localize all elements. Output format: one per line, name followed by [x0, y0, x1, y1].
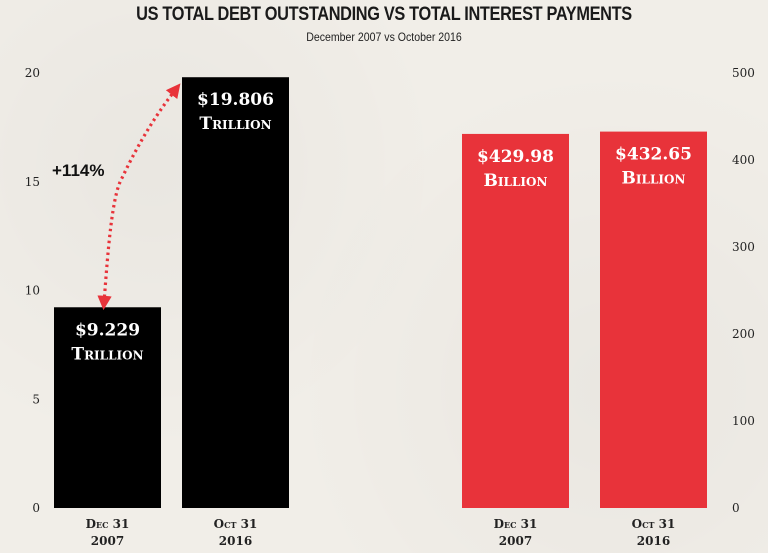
debt-bar-unit-1: Trillion	[199, 114, 271, 134]
interest-bar-unit-1: Billion	[622, 169, 686, 189]
interest-category-1-line2: 2016	[637, 534, 670, 548]
growth-annotation: +114%	[52, 161, 104, 180]
interest-ytick-0: 0	[732, 501, 740, 515]
debt-bar-0	[54, 307, 161, 508]
debt-bar-1	[182, 77, 289, 509]
interest-ytick-1: 100	[732, 414, 755, 428]
interest-bar-0	[462, 133, 569, 508]
growth-arrow	[97, 83, 181, 311]
interest-ytick-5: 500	[732, 66, 755, 80]
left-chart-debt: 0 5 10 15 20 $9.229 Trillion Dec 31 2007 $19.806 T…	[25, 66, 289, 548]
debt-category-0-line2: 2007	[91, 534, 124, 548]
debt-ytick-4: 20	[25, 66, 40, 80]
interest-bar-1	[600, 131, 707, 509]
interest-ytick-4: 400	[732, 153, 755, 167]
debt-bar-value-1: $19.806	[197, 90, 274, 110]
interest-category-0-line1: Dec 31	[494, 517, 538, 531]
debt-ytick-3: 15	[25, 175, 40, 189]
interest-ytick-2: 200	[732, 327, 755, 341]
debt-ytick-0: 0	[32, 501, 40, 515]
interest-bar-value-0: $429.98	[477, 147, 554, 167]
debt-category-1-line1: Oct 31	[214, 517, 258, 531]
debt-bar-unit-0: Trillion	[71, 344, 143, 364]
interest-category-1-line1: Oct 31	[632, 517, 676, 531]
interest-ytick-3: 300	[732, 240, 755, 254]
chart-title: US TOTAL DEBT OUTSTANDING VS TOTAL INTER…	[136, 4, 632, 25]
debt-ytick-2: 10	[25, 284, 40, 298]
debt-bar-value-0: $9.229	[75, 320, 140, 340]
debt-ytick-1: 5	[32, 392, 40, 406]
right-chart-interest: 0 100 200 300 400 500 $429.98 Billion Dec 31 2007…	[462, 66, 755, 548]
interest-category-0-line2: 2007	[499, 534, 532, 548]
interest-bar-unit-0: Billion	[484, 171, 548, 191]
interest-bar-value-1: $432.65	[615, 145, 692, 165]
debt-category-0-line1: Dec 31	[86, 517, 130, 531]
debt-category-1-line2: 2016	[219, 534, 252, 548]
chart-subtitle: December 2007 vs October 2016	[306, 30, 462, 44]
